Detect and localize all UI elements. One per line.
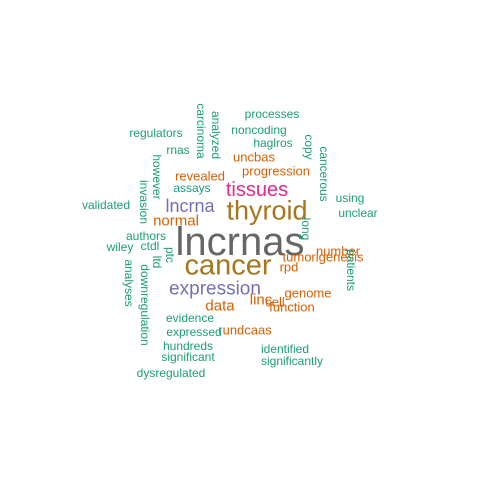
word-lncrna: lncrna (165, 196, 215, 216)
word-hundreds: hundreds (162, 339, 214, 353)
word-processes: processes (244, 107, 300, 121)
word-using: using (335, 191, 365, 205)
word-tissues: tissues (225, 179, 289, 201)
word-significant: significant (161, 350, 215, 364)
word-expressed: expressed (166, 325, 222, 339)
word-thyroid: thyroid (226, 195, 308, 226)
word-wiley: wiley (106, 240, 134, 254)
word-linc: linc (249, 291, 273, 309)
word-tumorigenesis: tumorigenesis (282, 249, 364, 265)
word-uncbas: uncbas (233, 149, 275, 165)
word-genome: genome (284, 285, 332, 301)
word-however: however (150, 154, 164, 200)
word-significantly: significantly (260, 354, 324, 368)
word-invasion: invasion (137, 179, 151, 225)
word-expression: expression (169, 278, 261, 300)
word-authors: authors (125, 229, 167, 243)
word-progression: progression (242, 163, 310, 179)
word-rnas: rnas (166, 143, 190, 157)
word-validated: validated (81, 198, 131, 212)
word-analyzed: analyzed (209, 110, 223, 160)
word-function: function (269, 299, 315, 315)
word-regulators: regulators (129, 126, 183, 140)
word-revealed: revealed (175, 168, 225, 184)
word-downregulation: downregulation (138, 264, 152, 346)
word-ptc: ptc (163, 246, 177, 264)
word-evidence: evidence (165, 311, 215, 325)
word-noncoding: noncoding (231, 123, 287, 137)
word-rpd: rpd (279, 259, 299, 275)
word-ltd: ltd (150, 255, 164, 269)
word-analyses: analyses (122, 259, 136, 307)
word-dysregulated: dysregulated (136, 366, 206, 380)
word-copy: copy (302, 134, 316, 160)
word-cancer: cancer (184, 249, 272, 282)
word-normal: normal (153, 212, 199, 230)
word-haglros: haglros (253, 136, 293, 150)
word-rundcaas: rundcaas (218, 322, 272, 338)
word-unclear: unclear (338, 206, 378, 220)
word-number: number (315, 243, 361, 259)
word-patients: patients (344, 248, 358, 292)
word-identified: identified (260, 342, 310, 356)
word-assays: assays (173, 181, 211, 195)
word-long: long (299, 217, 313, 241)
word-lncrnas: lncrnas (175, 220, 305, 264)
word-data: data (205, 297, 235, 315)
word-cell: cell (265, 294, 285, 310)
word-ctdl: ctdl (140, 239, 160, 253)
word-carcinoma: carcinoma (194, 103, 208, 159)
word-cancerous: cancerous (317, 146, 331, 202)
